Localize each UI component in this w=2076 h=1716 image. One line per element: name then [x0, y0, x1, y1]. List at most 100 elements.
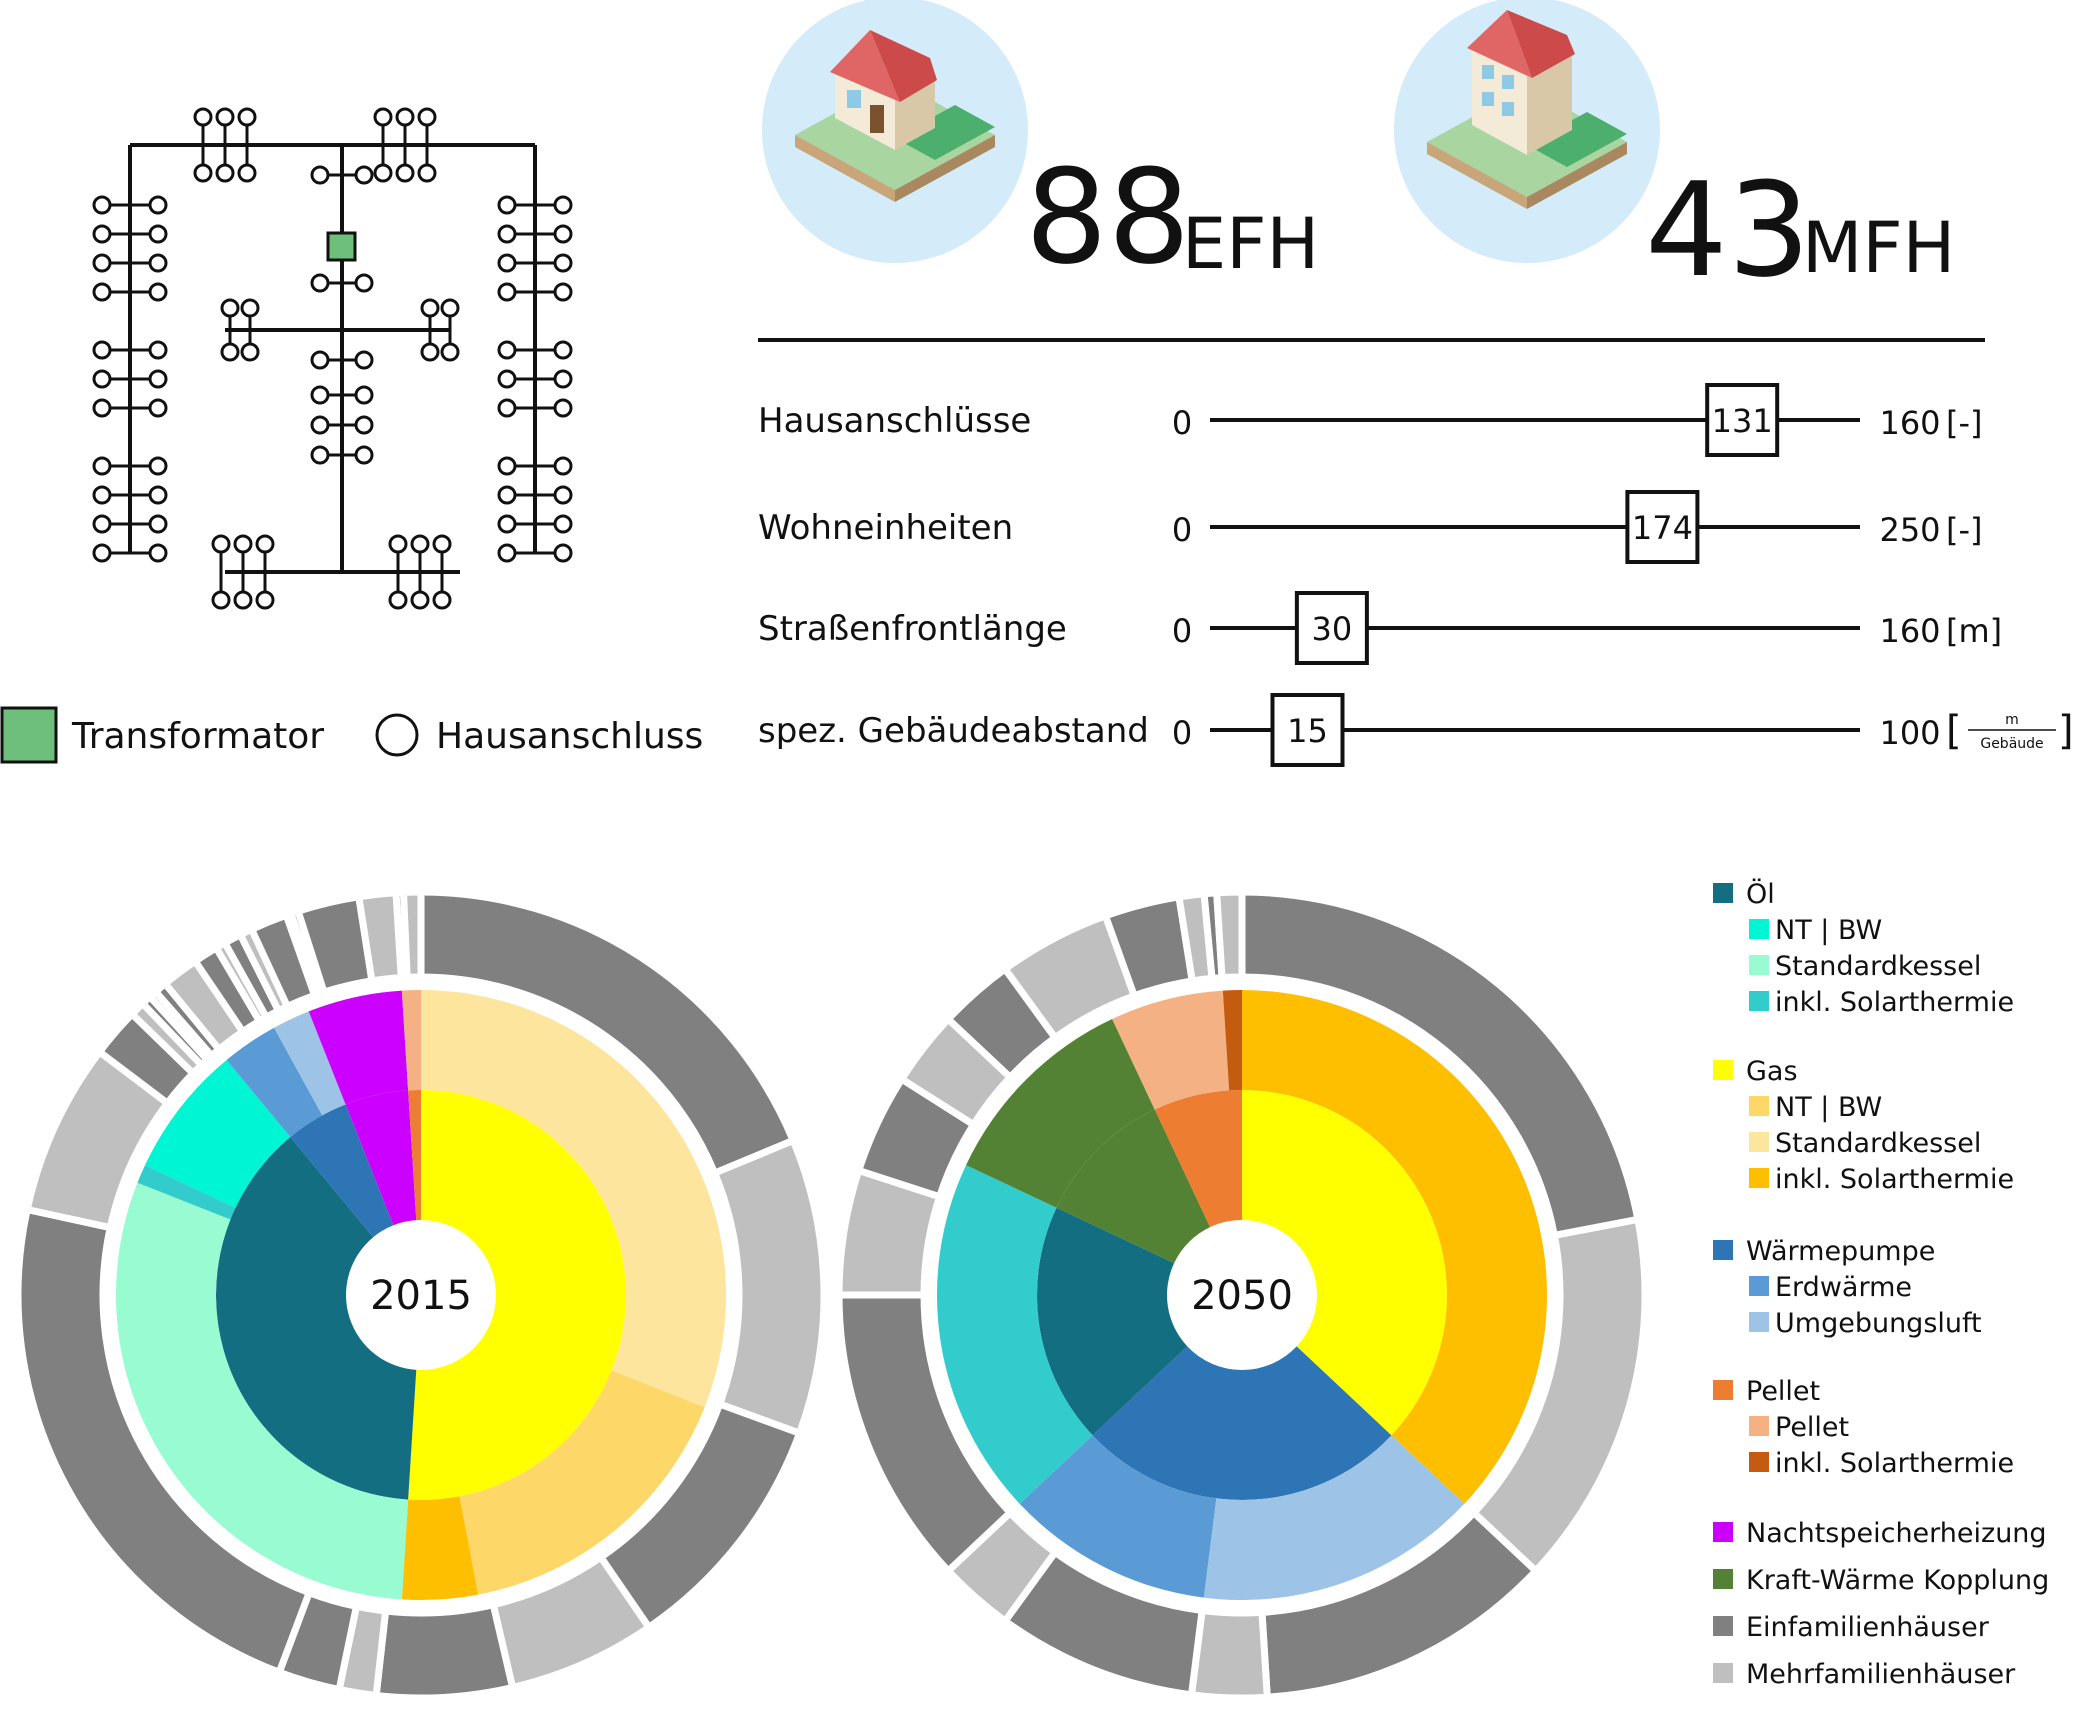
- legend-swatch: [1713, 1616, 1733, 1636]
- legend-label: Öl: [1746, 878, 1775, 910]
- outer-segment-mfh: [1212, 888, 1246, 982]
- parameter-value: 174: [1632, 509, 1693, 547]
- legend-group-gas: Gas NT | BW Standardkessel inkl. Solartherm…: [1713, 1056, 2014, 1195]
- inner-segment-pellet: [1154, 1090, 1242, 1228]
- house-connection-node: [310, 165, 330, 185]
- legend-label: Kraft-Wärme Kopplung: [1746, 1565, 2049, 1596]
- parameter-min: 0: [1172, 511, 1192, 549]
- inner-segment-wp: [290, 1104, 394, 1238]
- house-connection-node: [373, 163, 393, 183]
- legend-sublabel: Standardkessel: [1775, 1128, 1981, 1159]
- unit-bracket-close: ]: [2058, 708, 2074, 754]
- house-connection-node: [193, 163, 213, 183]
- legend-sublabel: Standardkessel: [1775, 951, 1981, 982]
- legend-label: Einfamilienhäuser: [1746, 1612, 1990, 1643]
- house-connection-node: [497, 543, 517, 563]
- legend-swatch: [1713, 1663, 1733, 1683]
- sunburst-2050: 2050: [835, 888, 1649, 1702]
- house-connection-node: [388, 534, 408, 554]
- parameter-value: 131: [1712, 402, 1773, 440]
- house-connection-node: [92, 514, 112, 534]
- house-connection-node: [92, 485, 112, 505]
- house-connection-node: [310, 385, 330, 405]
- middle-segment-kwk: [966, 1019, 1155, 1208]
- legend-swatch: [1713, 1569, 1733, 1589]
- parameter-value-box: [1270, 693, 1345, 767]
- house-connection-node: [92, 195, 112, 215]
- legend-label: Pellet: [1746, 1376, 1820, 1407]
- house-connection-node: [237, 107, 257, 127]
- house-connection-node: [310, 415, 330, 435]
- transformer-legend-label: Transformator: [71, 716, 324, 757]
- inner-segment-pellet: [408, 1090, 421, 1221]
- house-connection-nodes: [92, 107, 573, 610]
- middle-segment-wp_luft: [1203, 1435, 1465, 1600]
- legend-group-wp: Wärmepumpe Erdwärme Umgebungsluft: [1713, 1236, 1982, 1339]
- legend-group-mfh: Mehrfamilienhäuser: [1713, 1659, 2016, 1690]
- house-connection-node: [395, 163, 415, 183]
- house-connection-node: [497, 253, 517, 273]
- legend-group-pellet: Pellet Pellet inkl. Solarthermie: [1713, 1376, 2014, 1479]
- legend-label: Gas: [1746, 1056, 1798, 1087]
- house-connection-node: [310, 445, 330, 465]
- house-connection-node: [240, 298, 260, 318]
- grid-network-diagram: [92, 107, 573, 610]
- middle-segment-nsh: [308, 990, 409, 1105]
- house-connection-node: [553, 485, 573, 505]
- house-connection-node: [148, 514, 168, 534]
- parameter-unit: [m]: [1946, 612, 2002, 650]
- sunburst-charts: 2015 2050: [14, 888, 1649, 1702]
- middle-segment-gas_nt: [459, 1370, 705, 1595]
- house-connection-node: [92, 340, 112, 360]
- legend-swatch: [1713, 1240, 1733, 1260]
- middle-segment-wp_erd: [1019, 1435, 1217, 1598]
- legend-swatch: [1749, 1132, 1769, 1152]
- house-connection-node: [553, 398, 573, 418]
- legend-swatch: [1749, 919, 1769, 939]
- legend-sublabel: inkl. Solarthermie: [1775, 1164, 2014, 1195]
- parameter-min: 0: [1172, 404, 1192, 442]
- house-connection-node: [148, 369, 168, 389]
- house-connection-node: [215, 163, 235, 183]
- house-connection-node: [220, 298, 240, 318]
- house-connection-node: [388, 590, 408, 610]
- legend-swatch: [1749, 991, 1769, 1011]
- legend-sublabel: NT | BW: [1775, 1092, 1882, 1123]
- legend-group-efh: Einfamilienhäuser: [1713, 1612, 1990, 1643]
- parameter-unit-fraction: [m Gebäude]: [1946, 708, 2074, 754]
- house-connection-node: [553, 340, 573, 360]
- parameter-min: 0: [1172, 612, 1192, 650]
- house-connection-node: [354, 415, 374, 435]
- house-connection-node: [148, 456, 168, 476]
- parameter-value-box: [1705, 383, 1780, 457]
- house-connection-node: [148, 543, 168, 563]
- legend-label: Nachtspeicherheizung: [1746, 1518, 2047, 1549]
- house-connection-node: [410, 534, 430, 554]
- transformer-node: [326, 231, 357, 262]
- parameter-value-box: [1625, 490, 1700, 564]
- inner-segment-wp: [1092, 1346, 1392, 1500]
- chart-legend: Öl NT | BW Standardkessel inkl. Solarthermi…: [1713, 878, 2049, 1690]
- parameter-max: 250: [1879, 511, 1940, 549]
- legend-swatch: [1749, 1276, 1769, 1296]
- house-connection-node: [420, 342, 440, 362]
- legend-swatch: [1713, 1060, 1733, 1080]
- house-connection-node: [553, 282, 573, 302]
- house-connection-node: [354, 273, 374, 293]
- parameter-unit: [-]: [1946, 511, 1983, 549]
- inner-segment-oel: [1037, 1207, 1188, 1436]
- house-connection-node: [497, 195, 517, 215]
- parameter-row: Straßenfrontlänge 0 30 160 [m]: [758, 591, 2002, 665]
- house-connection-node: [211, 590, 231, 610]
- parameter-row: Wohneinheiten 0 174 250 [-]: [758, 490, 1983, 564]
- legend-label: Mehrfamilienhäuser: [1746, 1659, 2016, 1690]
- house-connection-node: [553, 369, 573, 389]
- legend-group-kwk: Kraft-Wärme Kopplung: [1713, 1565, 2049, 1596]
- legend-swatch: [1749, 1096, 1769, 1116]
- parameter-row: spez. Gebäudeabstand 0 15 100[m Gebäude]: [758, 693, 2074, 767]
- house-connection-node: [240, 342, 260, 362]
- house-connection-node: [92, 253, 112, 273]
- house-connection-node: [92, 398, 112, 418]
- inner-segment-gas: [408, 1090, 627, 1501]
- house-connection-node: [148, 340, 168, 360]
